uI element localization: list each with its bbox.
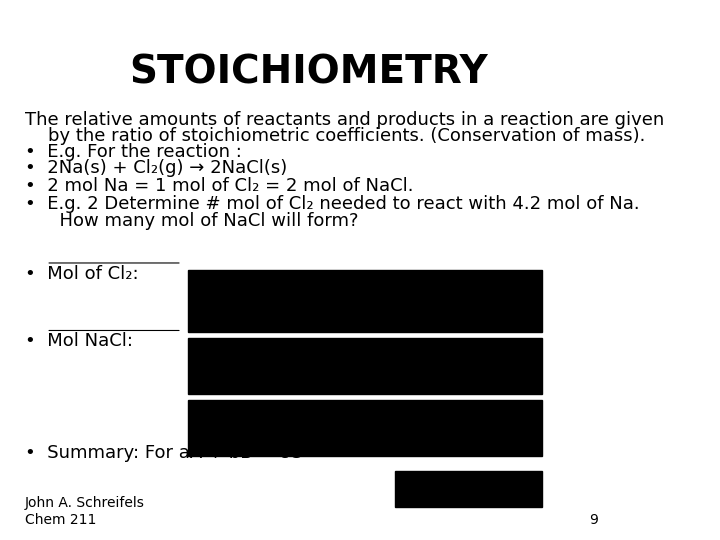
Text: •  E.g. 2 Determine # mol of Cl₂ needed to react with 4.2 mol of Na.: • E.g. 2 Determine # mol of Cl₂ needed t… (24, 195, 639, 213)
Text: John A. Schreifels
Chem 211: John A. Schreifels Chem 211 (24, 496, 145, 526)
FancyBboxPatch shape (188, 338, 542, 394)
Text: •  E.g. For the reaction :: • E.g. For the reaction : (24, 143, 241, 161)
Text: •  2 mol Na = 1 mol of Cl₂ = 2 mol of NaCl.: • 2 mol Na = 1 mol of Cl₂ = 2 mol of NaC… (24, 177, 413, 195)
Text: •  2Na(s) + Cl₂(g) → 2NaCl(s): • 2Na(s) + Cl₂(g) → 2NaCl(s) (24, 159, 287, 177)
FancyBboxPatch shape (188, 400, 542, 456)
Text: How many mol of NaCl will form?: How many mol of NaCl will form? (24, 212, 358, 230)
FancyBboxPatch shape (188, 270, 542, 332)
Text: The relative amounts of reactants and products in a reaction are given: The relative amounts of reactants and pr… (24, 111, 664, 129)
Text: by the ratio of stoichiometric coefficients. (Conservation of mass).: by the ratio of stoichiometric coefficie… (24, 127, 645, 145)
Text: •  Mol NaCl:: • Mol NaCl: (24, 332, 132, 350)
Text: STOICHIOMETRY: STOICHIOMETRY (129, 54, 487, 92)
FancyBboxPatch shape (395, 471, 542, 507)
Text: •  Summary: For aA + bB → cC: • Summary: For aA + bB → cC (24, 444, 301, 462)
Text: •  Mol of Cl₂:: • Mol of Cl₂: (24, 265, 138, 282)
Text: 9: 9 (589, 512, 598, 526)
